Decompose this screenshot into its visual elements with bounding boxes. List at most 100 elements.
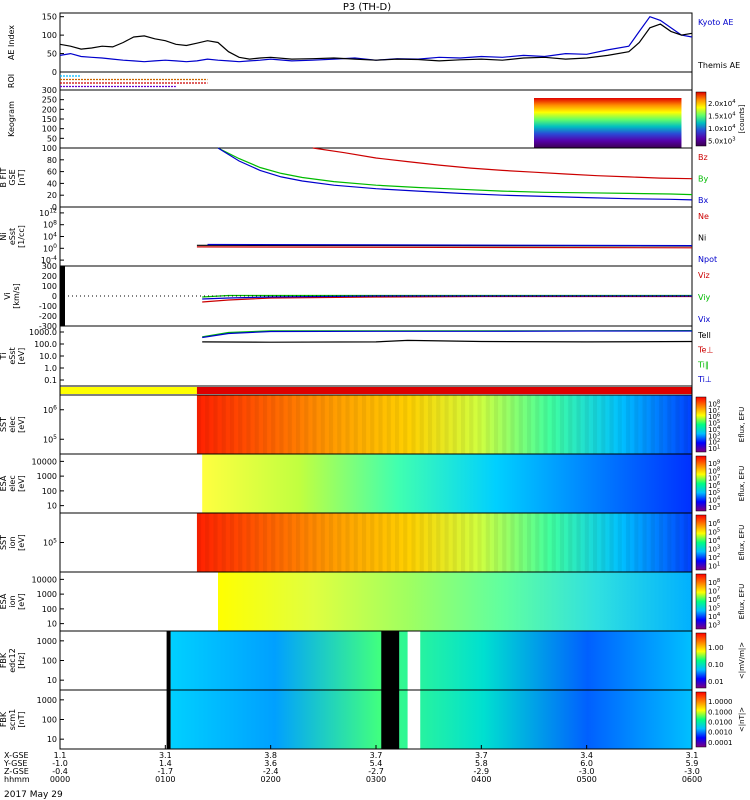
series-line-ti — [202, 330, 692, 339]
band — [634, 513, 639, 572]
band — [493, 513, 499, 572]
xrow-value-3-2: 0200 — [260, 775, 280, 784]
spectrogram-image — [202, 454, 692, 513]
ytick-label-vi-5: 200 — [42, 272, 57, 281]
ylabel-esa_i-1: ion — [8, 595, 17, 607]
ylabel-fbk_e-1: edc12 — [8, 648, 17, 673]
ytick-label-esa_e-1: 100 — [42, 487, 57, 496]
ytick-label-vi-0: -300 — [39, 322, 57, 331]
series-line-kyotoae — [59, 15, 693, 63]
ylabel-ti-1: eSst — [8, 347, 17, 364]
colorbar-label-keogram: [counts] — [738, 104, 746, 133]
band — [238, 395, 243, 454]
xrow-value-0-0: 1.1 — [54, 751, 67, 760]
ytick-label-keogram-1: 100 — [42, 125, 57, 134]
series-line-tell — [202, 339, 693, 343]
xrow-value-3-6: 0600 — [682, 775, 702, 784]
series-line-npot — [207, 243, 693, 247]
data-gap-0 — [381, 690, 400, 749]
ylabel-sst_e-1: elec — [8, 416, 17, 432]
ytick-label-bfit-5: 100 — [42, 144, 57, 153]
band — [592, 513, 598, 572]
colorbar-tick-fbk_e-1: 0.10 — [708, 661, 724, 669]
ylabel-roi-0: ROI — [7, 74, 16, 88]
band — [526, 513, 532, 572]
spectrogram-image — [170, 631, 693, 690]
band — [543, 395, 548, 454]
ytick-label-bfit-2: 40 — [47, 179, 57, 188]
ylabel-ni-1: eSst — [8, 228, 17, 245]
ylabel-keogram-0: Keogram — [7, 101, 16, 137]
xrow-value-0-4: 3.7 — [475, 751, 488, 760]
band — [205, 513, 210, 572]
ytick-label-esa_e-3: 10000 — [32, 457, 57, 466]
band — [650, 395, 655, 454]
band — [601, 395, 606, 454]
ylabel-vi-1: [km/s] — [12, 283, 21, 309]
colorbar-esa_i — [695, 573, 707, 630]
band — [394, 395, 400, 454]
ylabel-fbk_e-0: FBK — [0, 652, 8, 668]
ytick-label-esa_e-2: 1000 — [37, 472, 57, 481]
band — [477, 513, 482, 572]
ytick-label-fbk_b-0: 10 — [47, 735, 57, 744]
ylabel-fbk_b-2: [nT] — [17, 711, 26, 727]
xrow-value-2-2: -2.4 — [263, 767, 279, 776]
colorbar-tick-sst_i-1: 102 — [708, 553, 720, 562]
ytick-label-keogram-5: 300 — [42, 86, 57, 95]
panel-frame — [59, 206, 693, 267]
colorbar-tick-esa_i-4: 107 — [708, 587, 720, 596]
ylabel-bfit-1: GSE — [8, 169, 17, 185]
xrow-value-0-5: 3.4 — [580, 751, 593, 760]
band — [254, 395, 259, 454]
spectrogram-image — [196, 395, 692, 454]
xrow-value-1-6: 5.9 — [686, 759, 699, 768]
ytick-label-bfit-4: 80 — [47, 156, 57, 165]
band — [196, 513, 202, 572]
keogram-image — [534, 98, 682, 148]
band — [295, 513, 301, 572]
colorbar-label-sst_e: Eflux, EFU — [738, 407, 746, 442]
mode-bar-1 — [196, 387, 692, 394]
band — [642, 395, 647, 454]
band — [419, 395, 424, 454]
colorbar-tick-fbk_b-0: 0.0001 — [708, 739, 733, 747]
xrow-value-0-1: 3.1 — [159, 751, 172, 760]
xrow-label-0: X-GSE — [4, 751, 29, 760]
band — [543, 513, 548, 572]
band — [320, 513, 325, 572]
ytick-label-bfit-0: 0 — [52, 203, 57, 212]
ylabel-sst_i-2: [eV] — [17, 534, 26, 551]
panel-mode — [59, 385, 693, 396]
ytick-label-ti-4: 1000.0 — [29, 328, 57, 337]
colorbar-tick-sst_e-3: 104 — [708, 425, 721, 434]
band — [568, 395, 573, 454]
ytick-label-vi-6: 300 — [42, 262, 57, 271]
colorbar-esa_e — [695, 455, 707, 512]
ylabel-ni-2: [1/cc] — [17, 225, 26, 248]
band — [419, 513, 424, 572]
band — [353, 513, 358, 572]
panel-frame — [59, 12, 693, 73]
band — [675, 513, 680, 572]
xrow-value-3-4: 0400 — [471, 775, 491, 784]
ylabel-ti-2: [eV] — [17, 348, 26, 365]
band — [378, 513, 383, 572]
ytick-label-ae-3: 150 — [42, 13, 57, 22]
chart-title: P3 (TH-D) — [343, 2, 391, 13]
band — [518, 513, 523, 572]
band — [337, 395, 342, 454]
band — [345, 395, 350, 454]
band — [287, 395, 292, 454]
band — [493, 395, 499, 454]
xrow-label-1: Y-GSE — [3, 759, 27, 768]
band — [485, 513, 490, 572]
ylabel-sst_e-0: SST — [0, 417, 8, 432]
band — [625, 395, 631, 454]
ylabel-sst_i-0: SST — [0, 535, 8, 550]
band — [378, 395, 383, 454]
ylabel-fbk_b-1: scm1 — [8, 709, 17, 730]
band — [403, 395, 408, 454]
colorbar-tick-fbk_b-1: 0.0010 — [708, 729, 733, 737]
